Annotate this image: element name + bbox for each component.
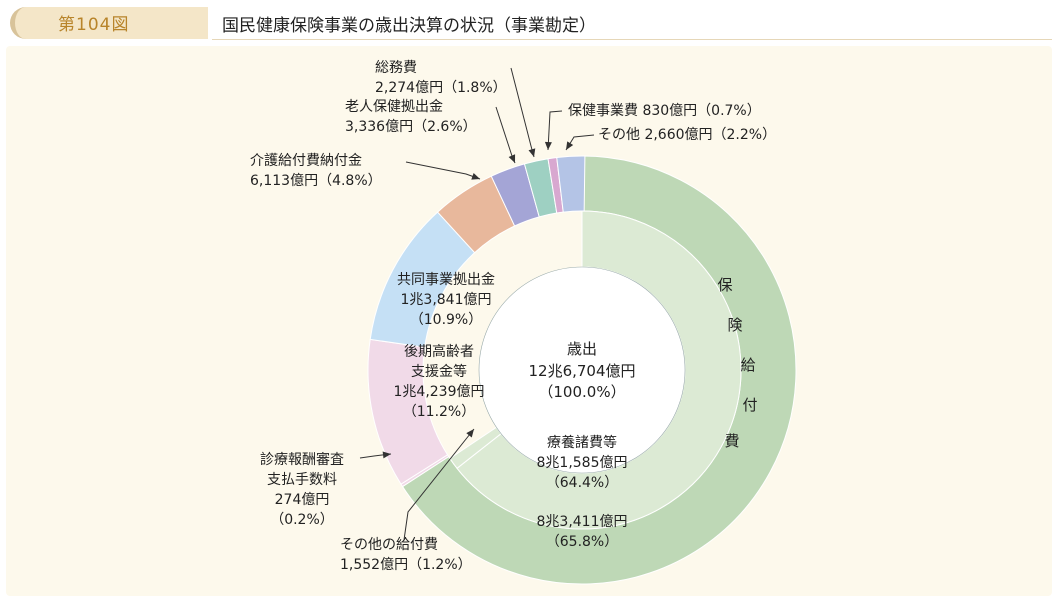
label-somu-line-1: 総務費 (375, 60, 417, 76)
label-sonota-kyufu-line-1: その他の給付費 (340, 537, 438, 553)
leader-kaigo-line (405, 161, 481, 180)
label-ryoyo-line-1: 療養諸費等 (547, 434, 617, 451)
leader-somu-arrowhead (528, 148, 536, 157)
hoken-vertical-char-5: 費 (724, 432, 739, 450)
leader-sonota-arrowhead (566, 141, 574, 150)
leader-rojin-line (495, 106, 516, 164)
leader-kaigo (405, 161, 481, 180)
label-rojin-line-1: 老人保健拠出金 (345, 99, 443, 115)
leader-shinryo-arrowhead (382, 451, 391, 459)
center-total-pct: （100.0%） (538, 383, 625, 401)
label-shinryo-line-2: 支払手数料 (267, 472, 337, 488)
label-sonota-line-1: その他 2,660億円（2.2%） (598, 127, 776, 143)
label-kouki-line-3: 1兆4,239億円 (394, 384, 485, 400)
label-kyodo-line-2: 1兆3,841億円 (401, 292, 492, 308)
figure-header: 第104図 国民健康保険事業の歳出決算の状況（事業勘定） (0, 0, 1056, 44)
hoken-vertical-char-1: 保 (717, 276, 732, 294)
hoken-vertical-char-3: 給 (740, 356, 755, 374)
label-kouki-line-2: 支援金等 (411, 363, 467, 380)
leader-sonota-kyufu (403, 428, 475, 541)
label-kaigo-line-2: 6,113億円（4.8%） (250, 173, 382, 189)
label-kyodo-line-3: （10.9%） (410, 312, 482, 328)
label-shinryo-line-1: 診療報酬審査 (260, 451, 344, 468)
label-kaigo-line-1: 介護給付費納付金 (250, 153, 362, 169)
leader-hokenjigyo (544, 110, 563, 151)
label-ryoyo-line-2: 8兆1,585億円 (537, 455, 628, 471)
leader-sonota-line (565, 134, 595, 151)
figure-number-label: 第104図 (58, 15, 130, 35)
label-hoken-line-1: 8兆3,411億円 (537, 514, 628, 530)
figure-title: 国民健康保険事業の歳出決算の状況（事業勘定） (222, 16, 596, 36)
leader-hokenjigyo-line (547, 110, 563, 151)
label-kouki-line-1: 後期高齢者 (404, 343, 474, 360)
leader-sonota-kyufu-line (403, 428, 475, 541)
leader-sonota (565, 134, 595, 151)
figure-number-badge (10, 7, 208, 39)
label-hokenjigyo-line-1: 保健事業費 830億円（0.7%） (568, 103, 761, 119)
hoken-vertical-char-2: 険 (727, 316, 742, 334)
leader-rojin-arrowhead (508, 154, 516, 163)
leader-somu-line (510, 67, 535, 158)
label-sonota-kyufu-line-2: 1,552億円（1.2%） (340, 557, 472, 573)
label-shinryo-line-4: （0.2%） (270, 512, 334, 528)
hoken-vertical-char-4: 付 (742, 396, 757, 414)
center-label: 歳出 (567, 340, 597, 358)
label-rojin-line-2: 3,336億円（2.6%） (345, 119, 477, 135)
leader-rojin (495, 106, 516, 164)
chart-panel: 歳出 12兆6,704億円 （100.0%） 保険給付費 8兆3,411億円 （65.8%… (6, 46, 1052, 596)
label-shinryo-line-3: 274億円 (275, 492, 330, 508)
label-kyodo-line-1: 共同事業拠出金 (397, 272, 495, 288)
label-ryoyo-line-3: （64.4%） (546, 475, 618, 491)
header-divider (212, 39, 1052, 40)
leader-hokenjigyo-arrowhead (544, 141, 552, 150)
leader-sonota-kyufu-arrowhead (466, 429, 474, 438)
label-hoken-line-2: （65.8%） (546, 534, 618, 550)
center-total-value: 12兆6,704億円 (528, 362, 635, 380)
leader-shinryo (359, 451, 392, 459)
label-kouki-line-4: （11.2%） (403, 404, 475, 420)
leader-somu (510, 67, 536, 158)
label-somu-line-2: 2,274億円（1.8%） (375, 80, 507, 96)
leader-kaigo-arrowhead (471, 173, 480, 180)
center-hole (478, 266, 686, 474)
